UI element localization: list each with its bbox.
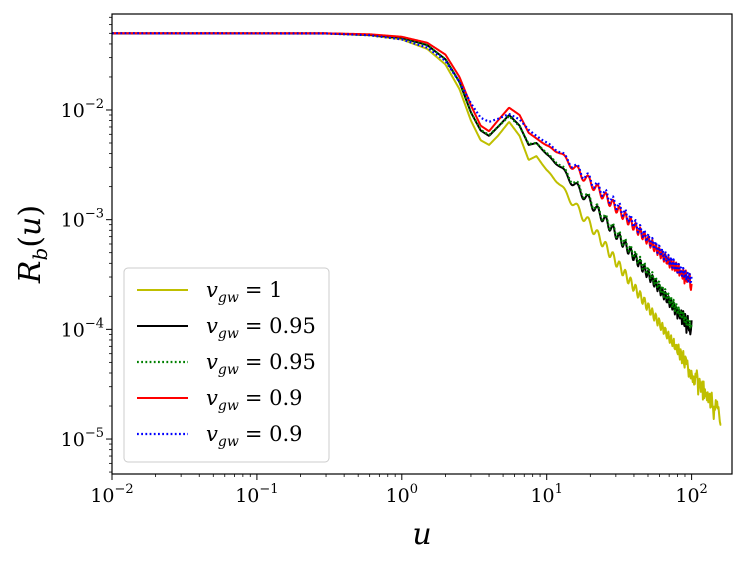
y-tick-label-exponent: −5 [85,426,104,441]
x-axis-title: u [412,517,431,552]
legend-label-symbol: v [206,350,218,374]
x-tick-label-exponent: −1 [259,482,278,497]
series-line [112,32,693,284]
x-tick-label: 102 [675,482,707,507]
legend-label-symbol: v [206,314,218,338]
legend-label: vgw = 0.95 [206,314,316,342]
legend-label-value: = 0.9 [245,386,303,410]
y-axis-title-paren-open: ( [13,236,48,248]
y-tick-label: 10−5 [61,426,104,451]
y-tick-label-base: 10 [61,100,85,122]
legend-label-value: = 0.95 [245,350,316,374]
y-tick-label: 10−2 [61,97,104,122]
x-tick-label: 10−1 [235,482,278,507]
x-tick-label-exponent: 1 [555,482,563,497]
legend-label-subscript: gw [218,362,239,378]
x-tick-label: 100 [386,482,418,507]
y-tick-label-exponent: −4 [85,316,104,331]
x-tick-label: 101 [530,482,562,507]
x-tick-label-exponent: 0 [410,482,418,497]
legend-label-symbol: v [206,422,218,446]
legend-label-subscript: gw [218,398,239,414]
y-tick-label-base: 10 [61,210,85,232]
x-tick-label-base: 10 [90,485,114,507]
legend-label: vgw = 0.9 [206,386,303,414]
x-tick-label-base: 10 [235,485,259,507]
legend-label-symbol: v [206,386,218,410]
y-tick-label-base: 10 [61,429,85,451]
y-tick-label-base: 10 [61,319,85,341]
legend-label-value: = 1 [245,278,283,302]
legend-label-value: = 0.95 [245,314,316,338]
y-tick-label: 10−3 [61,207,104,232]
x-tick-label-base: 10 [386,485,410,507]
x-tick-label: 10−2 [90,482,133,507]
x-tick-label-exponent: 2 [700,482,708,497]
y-tick-label-exponent: −2 [85,97,104,112]
y-axis-title: Rb(u) [13,205,52,284]
legend-label: vgw = 1 [206,278,282,306]
x-tick-label-exponent: −2 [115,482,134,497]
y-tick-label-exponent: −3 [85,207,104,222]
legend-box [123,267,330,463]
x-tick-label-base: 10 [675,485,699,507]
x-tick-label-base: 10 [530,485,554,507]
y-axis-title-subscript: b [28,248,52,261]
y-axis-title-paren-close: ) [13,205,48,217]
legend-label-symbol: v [206,278,218,302]
y-axis-title-arg: u [13,217,48,236]
y-tick-label: 10−4 [61,316,104,341]
legend-label-subscript: gw [218,326,239,342]
series-layer [112,32,722,426]
legend-label: vgw = 0.9 [206,422,303,450]
legend-label-subscript: gw [218,290,239,306]
legend-label-subscript: gw [218,434,239,450]
legend-label: vgw = 0.95 [206,350,316,378]
y-axis-title-main: R [13,260,48,284]
legend-label-value: = 0.9 [245,422,303,446]
